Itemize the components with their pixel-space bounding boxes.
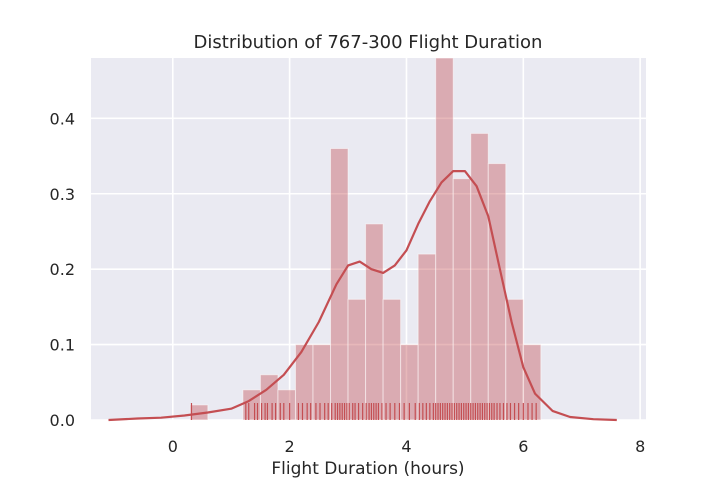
histogram-bar [365, 223, 384, 421]
histogram-bar [347, 298, 367, 421]
histogram-bar [487, 163, 507, 421]
histogram-bar [435, 57, 454, 421]
histogram-bar [452, 178, 472, 421]
y-tick-label: 0.3 [50, 185, 75, 204]
histogram-bar [382, 298, 402, 421]
y-tick-label: 0.2 [50, 260, 75, 279]
x-tick-label: 6 [518, 437, 528, 456]
x-tick-label: 8 [635, 437, 645, 456]
y-tick-label: 0.0 [50, 411, 75, 430]
x-tick-label: 2 [285, 437, 295, 456]
y-tick-label: 0.4 [50, 109, 75, 128]
histogram-bar [330, 148, 349, 421]
chart-title: Distribution of 767-300 Flight Duration [194, 32, 543, 53]
x-tick-label: 0 [168, 437, 178, 456]
histogram-bar [417, 253, 437, 421]
kde-curve [108, 170, 617, 422]
x-tick-label: 4 [401, 437, 411, 456]
y-tick-label: 0.1 [50, 336, 75, 355]
x-axis-label: Flight Duration (hours) [271, 459, 464, 479]
histogram-bar [470, 132, 489, 421]
